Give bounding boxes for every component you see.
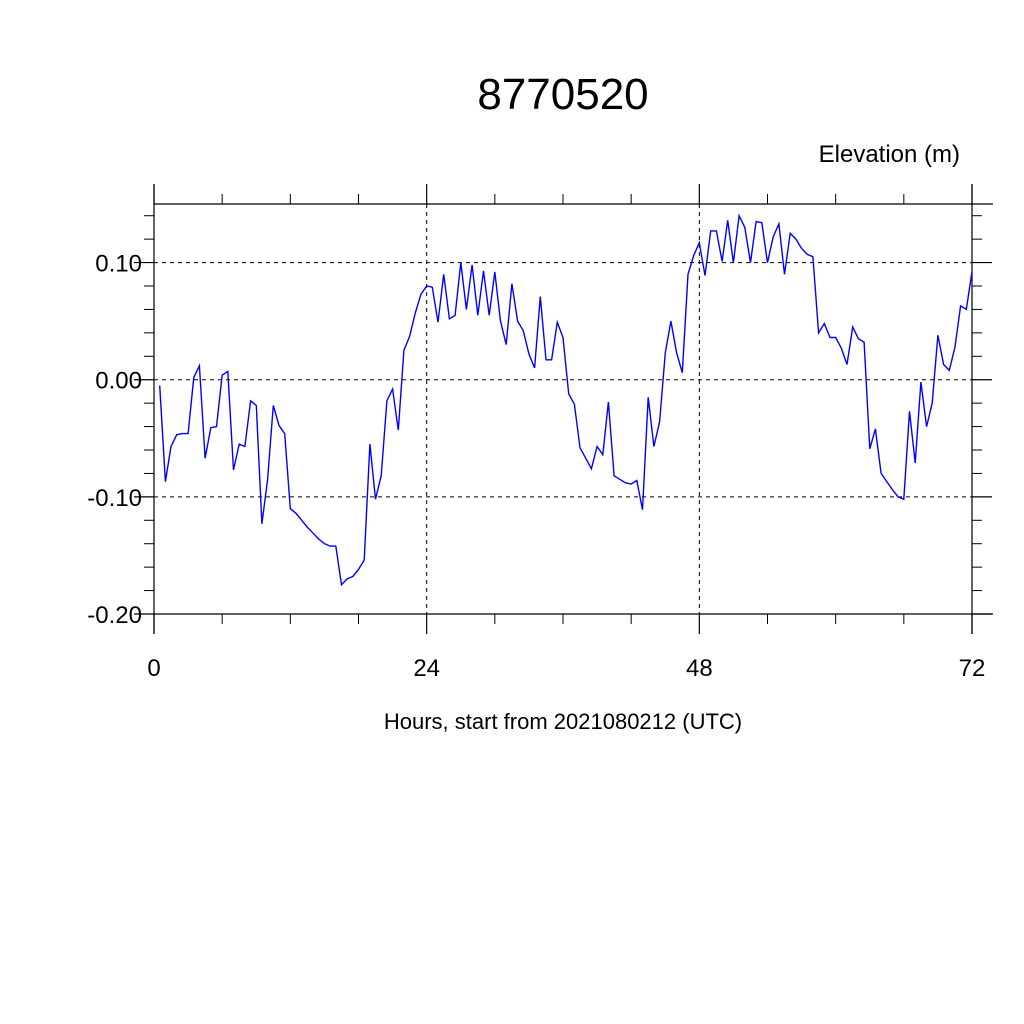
x-tick-label: 0 (147, 655, 160, 682)
series-line-0 (159, 213, 973, 587)
series-layer (159, 213, 973, 587)
plot-frame (153, 184, 993, 634)
x-tick-label: 24 (413, 655, 440, 682)
y-tick-label: 0.10 (95, 251, 142, 278)
chart-title: 8770520 (477, 70, 648, 119)
tick-labels: 0.10 0.00 -0.10 -0.200 24 48 72 (87, 251, 985, 682)
grid-lines (154, 204, 972, 614)
y-tick-label: -0.20 (87, 602, 142, 629)
x-tick-label: 48 (686, 655, 713, 682)
y-tick-label: 0.00 (95, 368, 142, 395)
y-axis-label: Elevation (m) (819, 141, 960, 168)
x-tick-label: 72 (959, 655, 986, 682)
x-axis-label: Hours, start from 2021080212 (UTC) (384, 709, 742, 734)
y-tick-label: -0.10 (87, 485, 142, 512)
axis-ticks (134, 184, 992, 634)
